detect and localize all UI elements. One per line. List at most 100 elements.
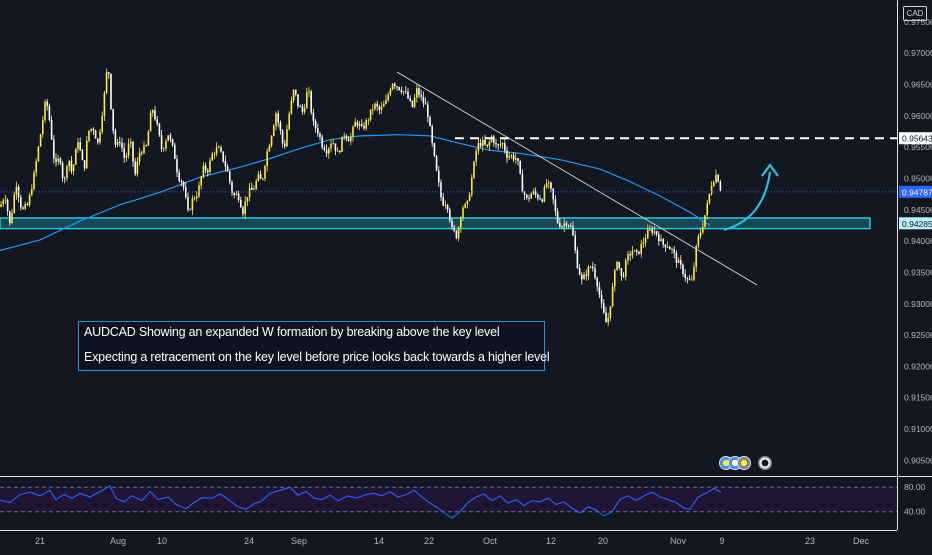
candle-body [655, 231, 658, 235]
candle-body [561, 226, 563, 228]
candle-body [677, 260, 680, 263]
price-marker-label: 0.94285 [902, 219, 932, 229]
candle-body [116, 141, 119, 145]
candle-body [409, 98, 411, 101]
candle-body [288, 113, 290, 130]
candle-body [231, 181, 233, 193]
candle-body [143, 145, 145, 154]
candle-body [596, 277, 598, 287]
candle-body [633, 250, 636, 252]
candle-body [675, 252, 678, 263]
candle-body [97, 138, 99, 143]
time-tick-label: 22 [424, 536, 434, 546]
candle-body [457, 227, 460, 239]
candle-body [244, 201, 246, 215]
candle-body [121, 142, 123, 149]
candle-body [543, 186, 546, 202]
candle-body [570, 225, 572, 227]
candle-body [255, 180, 257, 189]
candle-body [387, 94, 389, 100]
candle-body [185, 187, 187, 198]
candle-body [510, 155, 513, 157]
candle-body [424, 103, 427, 105]
candle-body [508, 156, 510, 158]
price-marker-bg [899, 132, 932, 145]
candle-body [691, 279, 693, 281]
candle-body [695, 245, 697, 267]
time-tick-label: Aug [110, 536, 126, 546]
candle-body [572, 226, 574, 236]
candle-body [642, 242, 645, 244]
candle-body [26, 204, 29, 206]
candle-body [477, 142, 480, 151]
candle-body [233, 192, 235, 196]
candle-body [431, 126, 433, 144]
indicator-icon-4[interactable] [758, 456, 772, 470]
candle-body [671, 249, 673, 250]
candle-body [578, 268, 581, 275]
candle-body [468, 194, 471, 201]
candle-body [594, 268, 596, 278]
candle-body [312, 112, 315, 121]
rsi-tick-label: 80.00 [904, 482, 926, 492]
candle-body [0, 204, 2, 207]
candle-body [275, 113, 277, 126]
currency-badge[interactable]: CAD [903, 6, 927, 21]
candle-body [112, 108, 114, 131]
candle-body [347, 138, 350, 142]
candle-body [130, 141, 132, 144]
indicator-icon-3[interactable] [737, 456, 751, 470]
time-tick-label: 21 [35, 536, 45, 546]
candle-body [405, 91, 407, 93]
candle-body [350, 136, 352, 142]
candle-body [119, 141, 121, 143]
candle-body [680, 260, 682, 265]
candle-body [396, 86, 398, 88]
candle-body [435, 155, 438, 171]
candle-body [631, 251, 634, 256]
time-tick-label: 10 [157, 536, 167, 546]
candle-body [202, 165, 205, 177]
price-tick-label: 0.93500 [904, 267, 932, 277]
candle-body [240, 199, 242, 208]
candle-body [156, 119, 158, 124]
candle-body [559, 222, 561, 227]
candle-body [237, 193, 240, 200]
annotation-box[interactable]: AUDCAD Showing an expanded W formation b… [78, 321, 550, 371]
candle-body [462, 207, 464, 218]
candle-body [528, 197, 530, 199]
candle-body [251, 187, 253, 190]
candle-body [215, 147, 218, 154]
candle-body [453, 226, 455, 231]
price-tick-label: 0.94000 [904, 236, 932, 246]
candle-body [257, 174, 260, 181]
candle-body [493, 136, 495, 144]
candle-body [455, 230, 458, 239]
candle-body [169, 135, 172, 140]
candle-body [438, 170, 440, 183]
candle-body [59, 158, 62, 164]
candle-body [75, 149, 77, 165]
candle-body [471, 177, 473, 195]
candle-body [306, 92, 308, 109]
candle-body [363, 125, 365, 129]
candle-body [246, 197, 249, 202]
candle-body [530, 193, 532, 199]
candles-group [0, 68, 722, 326]
candle-body [50, 119, 53, 140]
time-tick-label: 24 [244, 536, 254, 546]
candle-body [165, 140, 167, 149]
candle-body [321, 137, 323, 148]
candle-body [341, 136, 343, 152]
candle-body [673, 249, 675, 253]
candle-body [147, 131, 150, 146]
candle-body [554, 199, 557, 212]
candle-body [81, 149, 84, 161]
candle-body [664, 244, 667, 248]
candle-body [625, 260, 627, 277]
candle-body [295, 89, 297, 95]
candle-body [526, 194, 528, 198]
